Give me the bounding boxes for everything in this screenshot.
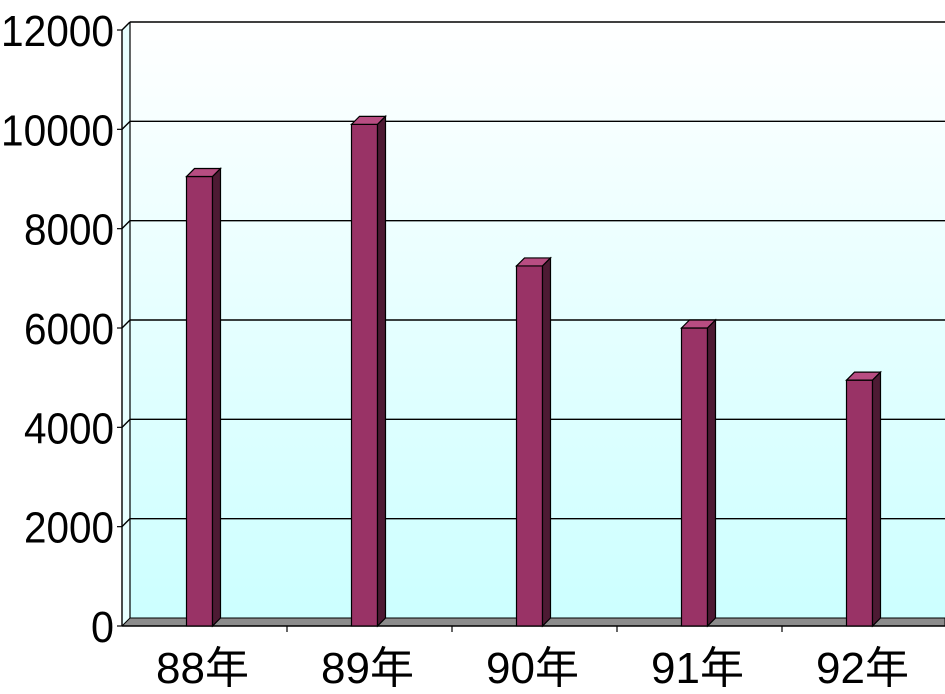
y-tick-label: 6000 — [24, 305, 114, 354]
y-tick-label: 12000 — [1, 7, 114, 56]
gridline-diagonal — [121, 21, 131, 31]
y-tick-label: 4000 — [24, 404, 114, 453]
bar-side — [541, 256, 552, 628]
y-tick-label: 0 — [91, 603, 114, 652]
axis-labels: 0 2000 4000 6000 8000 10000 12000 88年 89年 90年 91年 9… — [1, 7, 909, 693]
bar-side — [211, 167, 222, 628]
bar-front — [680, 327, 709, 627]
bar-front — [350, 123, 379, 627]
y-tick-label: 10000 — [1, 106, 114, 155]
y-tick-label: 8000 — [24, 206, 114, 255]
x-tick-label: 92年 — [816, 644, 909, 689]
gridline-diagonal — [121, 518, 131, 528]
bar-side — [376, 114, 387, 628]
gridline-diagonal — [121, 120, 131, 130]
bar-side — [706, 318, 717, 628]
bar-front — [845, 379, 874, 627]
gridline-diagonal — [121, 319, 131, 329]
y-tick-label: 2000 — [24, 504, 114, 553]
x-tick-label: 88年 — [156, 644, 249, 689]
x-tick-label: 89年 — [321, 644, 414, 689]
bars — [185, 114, 882, 628]
bar-front — [185, 175, 214, 627]
x-tick-label: 90年 — [486, 644, 579, 689]
x-tick-label: 91年 — [651, 644, 744, 689]
bar-side — [871, 370, 882, 628]
gridline-diagonal — [121, 418, 131, 428]
bar-front — [515, 265, 544, 627]
gridline-diagonal — [121, 220, 131, 230]
